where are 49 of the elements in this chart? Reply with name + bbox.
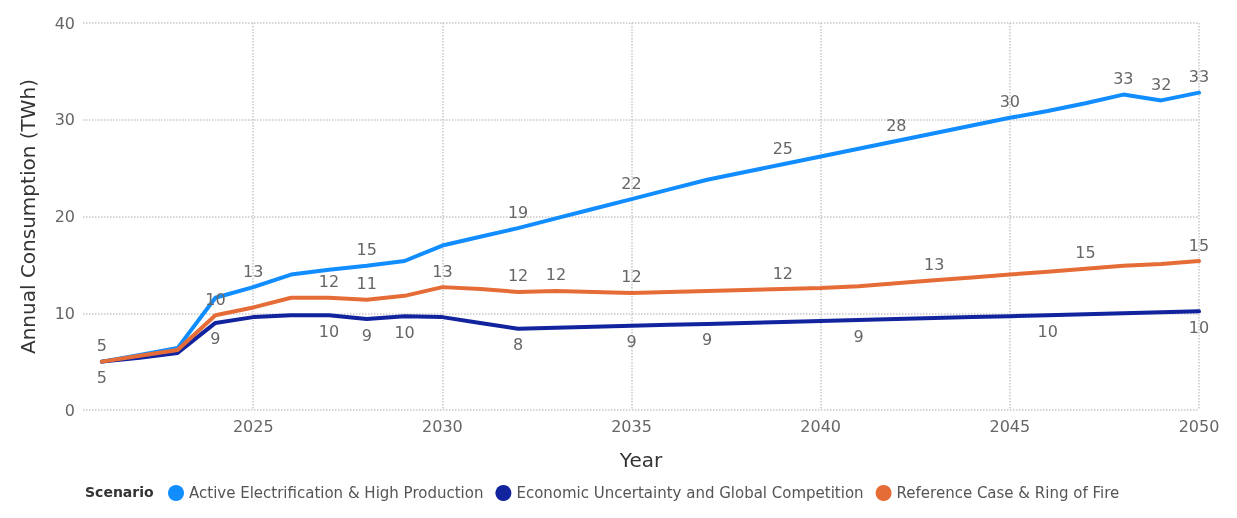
data-label: 5 (96, 368, 108, 388)
legend-label: Active Electrification & High Production (189, 484, 484, 502)
data-label: 32 (1150, 74, 1172, 94)
data-label: 13 (243, 261, 264, 281)
data-label: 28 (886, 115, 907, 135)
data-label: 5 (96, 336, 108, 356)
x-tick-label: 2030 (422, 416, 463, 436)
data-label: 10 (1188, 317, 1210, 337)
data-label: 9 (210, 329, 221, 349)
data-label: 12 (507, 266, 529, 286)
legend-title: Scenario (85, 484, 154, 500)
data-label: 12 (318, 272, 340, 292)
x-axis-title: Year (618, 448, 663, 472)
data-label: 13 (924, 254, 945, 274)
y-tick-label: 20 (54, 207, 75, 226)
data-label: 9 (361, 325, 372, 345)
data-label: 11 (356, 274, 377, 294)
x-tick-label: 2045 (989, 416, 1031, 436)
y-tick-label: 40 (54, 13, 75, 33)
x-tick-label: 2025 (232, 416, 274, 436)
x-tick-label: 2050 (1178, 416, 1220, 436)
data-label: 30 (999, 92, 1021, 112)
data-label: 22 (621, 173, 642, 193)
data-label: 9 (702, 330, 713, 350)
data-label: 9 (626, 332, 637, 352)
data-label: 10 (394, 322, 415, 342)
x-tick-label: 2035 (611, 416, 652, 436)
data-label: 10 (1037, 321, 1058, 341)
y-tick-label: 30 (54, 110, 75, 130)
legend-label: Economic Uncertainty and Global Competition (516, 484, 864, 502)
data-label: 8 (512, 335, 524, 355)
data-label: 25 (772, 138, 794, 158)
data-label: 12 (621, 267, 642, 287)
data-label: 10 (318, 321, 340, 341)
data-label: 13 (432, 261, 453, 281)
data-label: 15 (356, 240, 377, 260)
data-label: 12 (545, 265, 567, 285)
legend-label: Reference Case & Ring of Fire (896, 484, 1120, 502)
data-label: 33 (1188, 67, 1210, 87)
data-label: 9 (853, 326, 864, 346)
data-label: 12 (772, 263, 794, 283)
data-label: 19 (507, 202, 529, 222)
y-tick-label: 10 (54, 303, 75, 323)
y-axis-title: Annual Consumption (TWh) (16, 79, 40, 354)
data-label: 15 (1188, 235, 1210, 255)
data-label: 15 (1075, 243, 1096, 263)
data-label: 33 (1113, 69, 1134, 89)
y-tick-label: 0 (64, 400, 75, 420)
x-tick-label: 2040 (800, 416, 842, 436)
